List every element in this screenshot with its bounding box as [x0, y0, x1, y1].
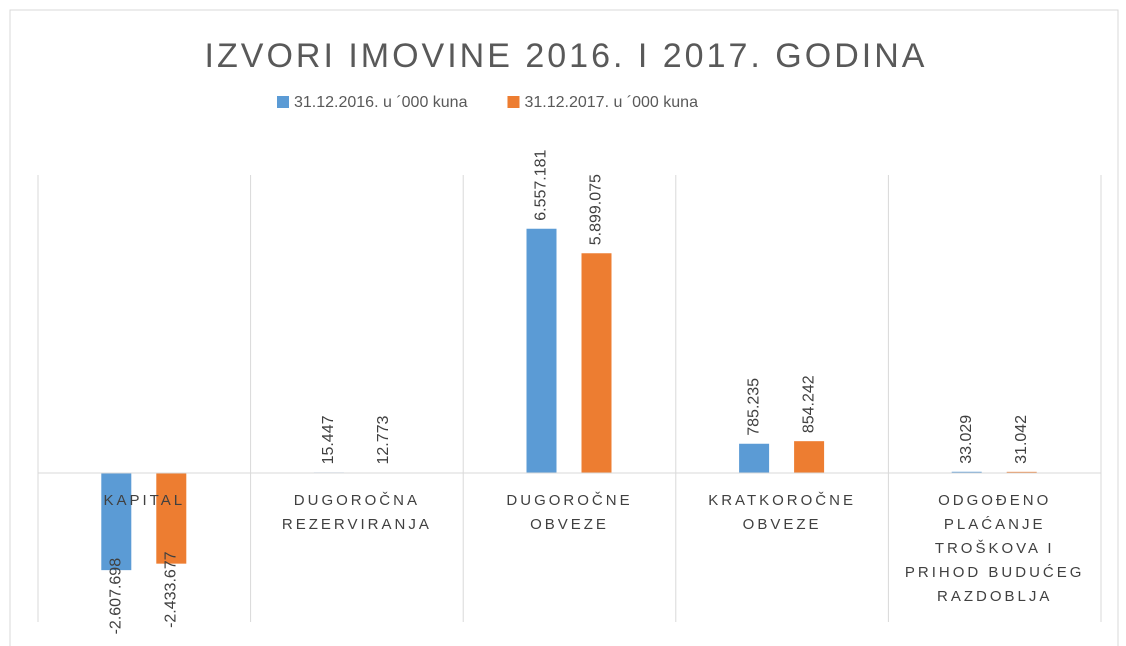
data-label: 5.899.075 — [588, 174, 605, 245]
bar — [156, 473, 187, 564]
x-tick-label: DUGOROČNE OBVEZE — [506, 492, 633, 533]
legend-swatch — [277, 96, 289, 108]
bar — [739, 443, 770, 473]
chart-border — [9, 9, 1119, 646]
data-label: 854.242 — [800, 375, 817, 433]
bar — [526, 228, 557, 473]
x-tick-label: KRATKOROČNE OBVEZE — [708, 492, 856, 533]
data-label: -2.607.698 — [108, 558, 125, 635]
data-label: 6.557.181 — [533, 149, 550, 220]
x-tick-label: ODGOĐENO PLAĆANJE TROŠKOVA I PRIHOD BUDU… — [904, 492, 1085, 605]
legend-swatch — [507, 96, 520, 108]
legend-label: 31.12.2016. u ´000 kuna — [294, 94, 468, 111]
x-tick-label: DUGOROČNA REZERVIRANJA — [281, 492, 432, 533]
chart-title: IZVORI IMOVINE 2016. I 2017. GODINA — [205, 37, 928, 75]
data-label: 31.042 — [1013, 415, 1030, 464]
bar — [951, 471, 982, 473]
bar — [794, 441, 825, 473]
data-label: 785.235 — [745, 378, 762, 436]
legend-label: 31.12.2017. u ´000 kuna — [524, 94, 698, 111]
x-tick-label: KAPITAL — [103, 492, 186, 509]
data-label: 12.773 — [375, 415, 392, 464]
bar — [1006, 471, 1037, 473]
data-label: 15.447 — [320, 415, 337, 464]
data-label: 33.029 — [958, 415, 975, 464]
data-label: -2.433.677 — [163, 551, 180, 628]
bar — [581, 253, 612, 473]
bar — [101, 473, 132, 571]
